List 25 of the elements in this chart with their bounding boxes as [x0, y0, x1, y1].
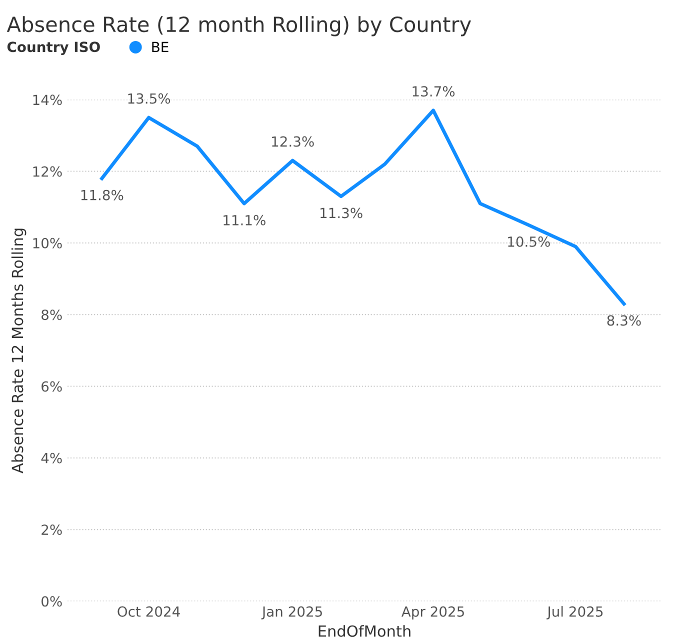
legend-title: Country ISO: [7, 42, 100, 55]
data-label: 10.5%: [508, 236, 550, 247]
x-tick-label: Jul 2025: [546, 606, 603, 620]
x-tick-label: Apr 2025: [401, 606, 464, 620]
data-label: 13.7%: [412, 86, 455, 97]
x-tick-label: Jan 2025: [261, 606, 322, 620]
data-label: 12.3%: [272, 136, 314, 147]
data-label: 11.3%: [320, 208, 362, 218]
chart-title: Absence Rate (12 month Rolling) by Country: [6, 16, 472, 36]
x-tick-label: Oct 2024: [118, 606, 180, 617]
data-label: 13.5%: [128, 93, 170, 104]
y-tick-label: 4%: [41, 452, 62, 464]
x-axis-title: EndOfMonth: [318, 625, 410, 637]
y-axis-title: Absence Rate 12 Months Rolling: [11, 228, 26, 474]
y-tick-label: 0%: [42, 596, 62, 607]
data-label: 11.8%: [81, 190, 124, 200]
data-label: 11.1%: [224, 214, 266, 226]
y-tick-label: 10%: [33, 238, 62, 248]
y-tick-label: 12%: [33, 166, 62, 177]
y-tick-label: 8%: [42, 310, 62, 320]
legend-label: BE: [152, 42, 168, 52]
data-label: 8.3%: [607, 315, 641, 326]
y-tick-label: 6%: [42, 381, 62, 392]
y-tick-label: 2%: [42, 524, 62, 536]
y-tick-label: 14%: [33, 94, 62, 106]
